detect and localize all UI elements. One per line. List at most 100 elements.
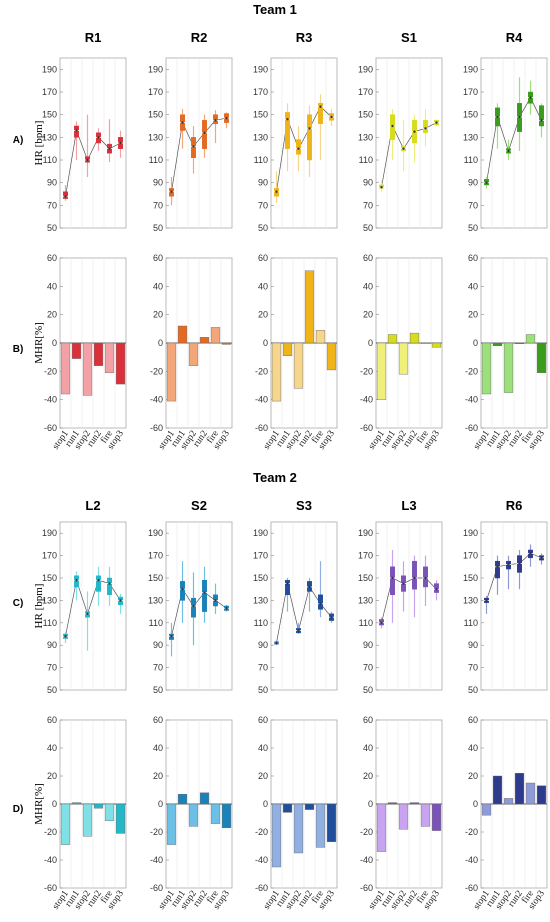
y-tick-label: 60 [153, 715, 163, 725]
y-tick-label: 90 [468, 178, 478, 188]
y-tick-label: 50 [47, 685, 57, 695]
bar [503, 798, 514, 805]
y-tick-label: -60 [360, 423, 373, 433]
y-axis-label: HR [bpm] [33, 121, 45, 166]
y-axis-label: HR [bpm] [33, 584, 45, 629]
y-tick-label: 170 [148, 87, 163, 97]
bar [514, 773, 525, 805]
y-tick-label: 170 [42, 551, 57, 561]
median-point [119, 141, 122, 145]
y-tick-label: -40 [150, 395, 163, 405]
median-point [391, 124, 394, 128]
panel-title: L2 [85, 498, 100, 513]
team-title: Team 1 [253, 2, 297, 17]
bar [282, 803, 293, 813]
bar [71, 802, 82, 805]
panel-title: S2 [191, 498, 207, 513]
bar [188, 803, 199, 827]
team-title: Team 2 [253, 470, 297, 485]
y-tick-label: 0 [52, 799, 57, 809]
y-tick-label: 110 [359, 155, 373, 165]
y-tick-label: 110 [43, 155, 57, 165]
y-tick-label: 20 [258, 771, 268, 781]
row-label: A) [13, 135, 24, 146]
y-tick-label: 50 [468, 685, 478, 695]
y-tick-label: -40 [465, 855, 478, 865]
y-tick-label: 130 [358, 132, 373, 142]
bar [282, 342, 293, 356]
median-point [540, 556, 543, 560]
y-tick-label: 20 [468, 771, 478, 781]
median-point [64, 635, 67, 638]
median-point [413, 576, 416, 580]
median-point [518, 115, 521, 119]
median-point [170, 190, 173, 193]
bar [536, 785, 547, 805]
y-tick-label: 170 [148, 551, 163, 561]
y-tick-label: 50 [363, 223, 373, 233]
y-tick-label: 90 [363, 178, 373, 188]
bar [503, 342, 514, 393]
y-tick-label: -40 [44, 395, 57, 405]
y-tick-label: 150 [463, 110, 478, 120]
median-point [192, 145, 195, 148]
y-tick-label: 40 [47, 743, 57, 753]
bar [93, 803, 104, 809]
y-tick-label: 170 [42, 87, 57, 97]
y-tick-label: 70 [363, 200, 373, 210]
y-tick-label: -20 [255, 366, 268, 376]
y-tick-label: 150 [253, 573, 268, 583]
bar [409, 802, 420, 805]
median-point [286, 118, 289, 121]
y-tick-label: 150 [463, 573, 478, 583]
y-tick-label: 20 [363, 771, 373, 781]
median-point [203, 131, 206, 134]
y-tick-label: 90 [363, 640, 373, 650]
hr-boxplot: 50 70 90 110 130 150 170 190 [42, 57, 127, 233]
y-tick-label: -60 [44, 883, 57, 893]
y-tick-label: -60 [255, 423, 268, 433]
bar [492, 342, 503, 347]
bar [293, 803, 304, 854]
bar [326, 342, 337, 371]
y-tick-label: 190 [148, 64, 163, 74]
median-point [319, 105, 322, 108]
y-tick-label: 170 [253, 551, 268, 561]
bar [536, 342, 547, 373]
mhr-bar-chart: -60-40-200204060stop1run1stop2run2firest… [150, 715, 233, 912]
median-point [119, 599, 122, 602]
y-tick-label: 40 [468, 743, 478, 753]
y-tick-label: 110 [464, 155, 478, 165]
median-point [424, 576, 427, 580]
y-tick-label: 20 [153, 771, 163, 781]
panel-title: R6 [506, 498, 523, 513]
y-tick-label: 40 [153, 281, 163, 291]
y-tick-label: -20 [465, 366, 478, 376]
y-tick-label: 40 [363, 281, 373, 291]
y-tick-label: 90 [153, 640, 163, 650]
bar [376, 342, 387, 400]
y-tick-label: 90 [47, 640, 57, 650]
median-point [297, 629, 300, 632]
mhr-bar-chart: -60-40-200204060stop1run1stop2run2firest… [465, 715, 548, 912]
y-tick-label: 50 [47, 223, 57, 233]
bar [481, 342, 492, 395]
y-tick-label: 130 [42, 595, 57, 605]
mhr-bar-chart: -60-40-200204060stop1run1stop2run2firest… [465, 253, 548, 452]
y-tick-label: 50 [258, 685, 268, 695]
box [412, 560, 417, 590]
bar [188, 342, 199, 366]
bar [525, 782, 536, 805]
median-point [86, 158, 89, 162]
mhr-bar-chart: -60-40-200204060stop1run1stop2run2firest… [150, 253, 233, 452]
y-tick-label: 20 [468, 310, 478, 320]
panel-title: S3 [296, 498, 312, 513]
y-tick-label: -40 [465, 395, 478, 405]
y-tick-label: 150 [253, 110, 268, 120]
median-point [413, 130, 416, 133]
median-point [97, 579, 100, 582]
y-tick-label: -40 [44, 855, 57, 865]
bar [492, 775, 503, 805]
hr-boxplot: 50 70 90 110 130 150 170 190 [463, 521, 548, 695]
median-point [402, 582, 405, 585]
